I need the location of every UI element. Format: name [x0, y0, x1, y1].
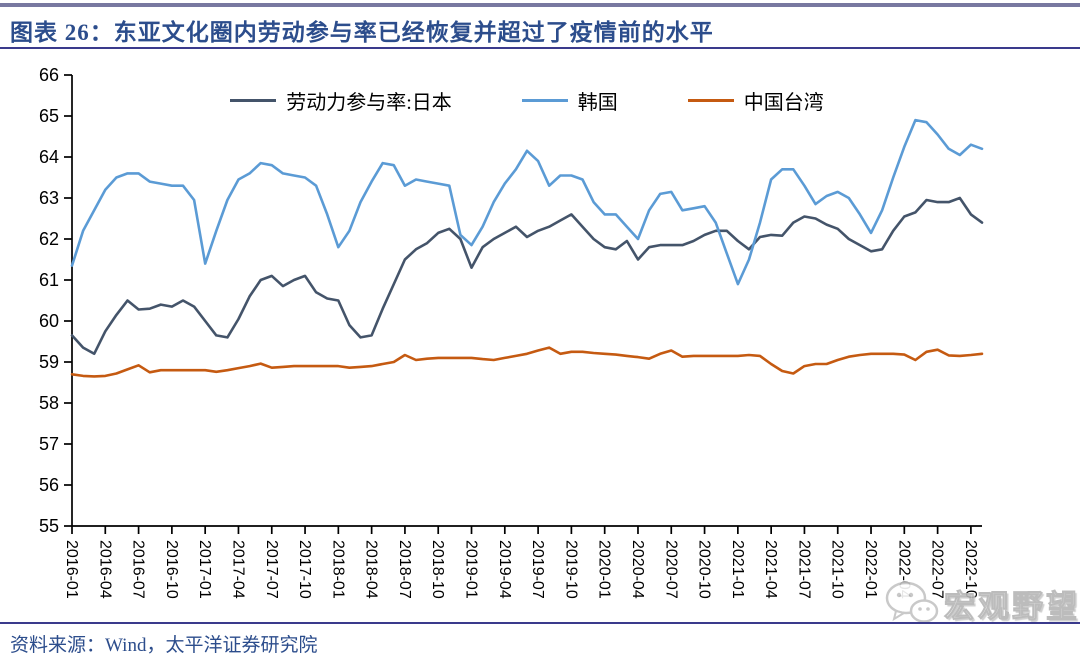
- y-tick-label: 61: [39, 270, 59, 290]
- x-tick-label: 2016-10: [163, 540, 180, 599]
- taiwan-line-swatch: [687, 99, 734, 102]
- chart-legend: 劳动力参与率:日本 韩国 中国台湾: [72, 86, 982, 115]
- x-tick-label: 2018-04: [363, 540, 380, 599]
- x-tick-label: 2017-04: [230, 540, 247, 599]
- x-tick-label: 2022-10: [962, 540, 979, 599]
- y-tick-label: 63: [39, 188, 59, 208]
- x-tick-label: 2022-07: [929, 540, 946, 599]
- x-tick-label: 2019-10: [562, 540, 579, 599]
- x-tick-label: 2020-10: [696, 540, 713, 599]
- korea-line-swatch: [521, 99, 568, 102]
- x-tick-label: 2018-07: [396, 540, 413, 599]
- y-tick-label: 55: [39, 516, 59, 536]
- x-tick-label: 2019-07: [529, 540, 546, 599]
- x-tick-label: 2018-10: [429, 540, 446, 599]
- x-tick-label: 2016-07: [130, 540, 147, 599]
- legend-label-japan: 劳动力参与率:日本: [286, 92, 452, 114]
- y-tick-label: 58: [39, 393, 59, 413]
- legend-item-korea: 韩国: [521, 86, 618, 115]
- x-tick-label: 2016-01: [63, 540, 80, 599]
- title-divider: [0, 47, 1080, 49]
- legend-item-taiwan: 中国台湾: [687, 86, 824, 115]
- y-tick-label: 60: [39, 311, 59, 331]
- x-tick-label: 2021-01: [729, 540, 746, 599]
- series-line-1: [70, 118, 984, 286]
- series-line-0: [70, 196, 984, 356]
- y-tick-label: 65: [39, 106, 59, 126]
- y-tick-label: 62: [39, 229, 59, 249]
- x-tick-label: 2018-01: [329, 540, 346, 599]
- x-tick-label: 2020-04: [629, 540, 646, 599]
- japan-line-swatch: [230, 99, 277, 102]
- x-tick-label: 2019-04: [496, 540, 513, 599]
- y-tick-label: 56: [39, 475, 59, 495]
- y-tick-label: 59: [39, 352, 59, 372]
- legend-item-japan: 劳动力参与率:日本: [230, 86, 452, 115]
- x-tick-label: 2021-04: [762, 540, 779, 599]
- figure-title: 图表 26：东亚文化圈内劳动参与率已经恢复并超过了疫情前的水平: [10, 20, 714, 45]
- series-line-2: [70, 346, 984, 378]
- x-tick-label: 2019-01: [463, 540, 480, 599]
- x-tick-label: 2017-07: [263, 540, 280, 599]
- top-border: [0, 3, 1080, 7]
- x-tick-label: 2020-07: [662, 540, 679, 599]
- source-note: 资料来源：Wind，太平洋证券研究院: [10, 635, 318, 656]
- x-tick-label: 2017-01: [196, 540, 213, 599]
- y-tick-label: 57: [39, 434, 59, 454]
- footer-divider: [0, 622, 1080, 624]
- legend-label-korea: 韩国: [577, 92, 618, 114]
- legend-label-taiwan: 中国台湾: [743, 92, 824, 114]
- y-tick-label: 64: [39, 147, 59, 167]
- x-tick-label: 2021-10: [829, 540, 846, 599]
- x-tick-label: 2021-07: [795, 540, 812, 599]
- x-tick-label: 2022-04: [895, 540, 912, 599]
- x-tick-label: 2020-01: [596, 540, 613, 599]
- x-tick-label: 2022-01: [862, 540, 879, 599]
- y-tick-label: 66: [39, 65, 59, 85]
- x-tick-label: 2017-10: [296, 540, 313, 599]
- x-tick-label: 2016-04: [96, 540, 113, 599]
